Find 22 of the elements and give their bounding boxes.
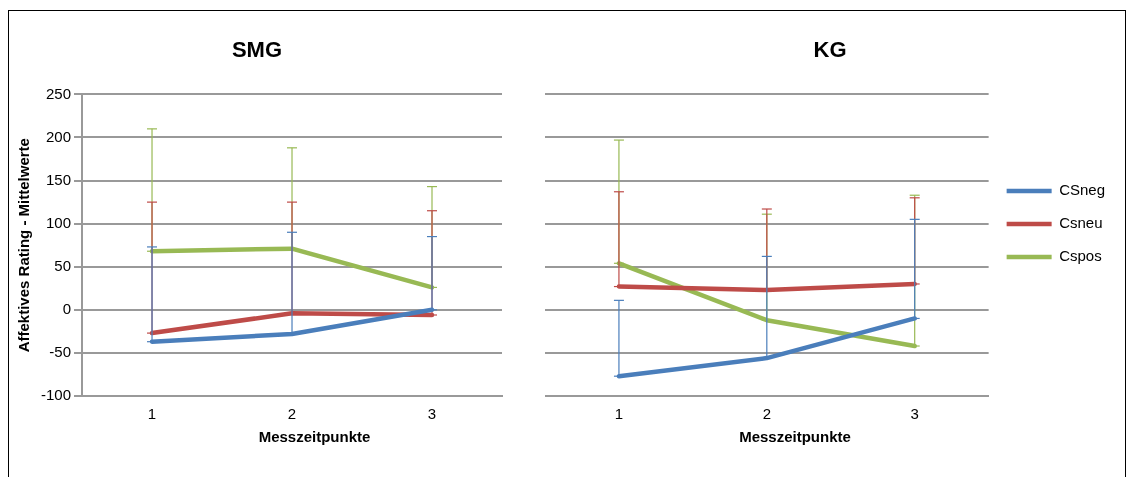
y-tick-label: 0 [62,299,72,317]
x-axis-title: Messzeitpunkte [257,428,372,445]
y-axis-title: Affektives Rating - Mittelwerte [15,138,33,353]
legend-label: Csneu [1059,214,1103,232]
chart-title: KG [813,37,847,63]
y-tick-label: 250 [45,84,72,102]
legend-label: CSneg [1059,181,1106,199]
x-axis-title: Messzeitpunkte [738,428,852,445]
x-tick-label: 2 [762,405,771,423]
legend-label: Cspos [1059,247,1102,265]
x-tick-label: 1 [147,405,157,423]
y-tick-label: 200 [45,127,72,145]
y-tick-label: 150 [45,170,72,188]
x-tick-label: 2 [287,405,297,423]
x-tick-label: 3 [427,405,437,423]
y-tick-label: 100 [45,213,72,231]
y-tick-label: -50 [49,343,72,361]
x-tick-label: 1 [614,405,624,423]
y-tick-label: -100 [40,386,72,404]
chart-title: SMG [231,37,283,63]
x-tick-label: 3 [910,405,919,423]
y-tick-label: 50 [54,256,72,274]
